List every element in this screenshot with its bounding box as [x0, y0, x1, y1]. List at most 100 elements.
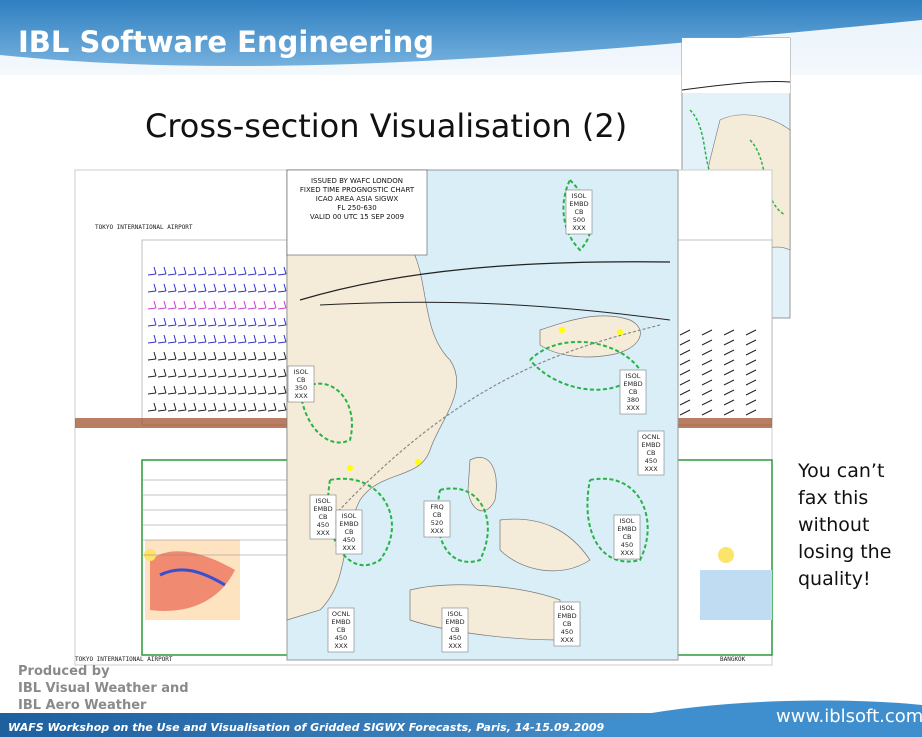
wind-barb — [701, 409, 713, 416]
wind-barb — [277, 385, 287, 395]
wind-barb — [237, 368, 247, 378]
cb-label: 450 — [561, 628, 573, 636]
wind-barb — [257, 351, 267, 361]
cb-label: 450 — [449, 634, 461, 642]
cb-label: XXX — [342, 544, 356, 552]
wind-barb — [157, 385, 167, 395]
wind-barb — [277, 283, 287, 293]
wind-barb — [679, 329, 691, 336]
cb-label: EMBD — [641, 441, 660, 449]
wind-barb — [207, 385, 217, 395]
route-origin: TOKYO INTERNATIONAL AIRPORT — [75, 656, 173, 663]
cb-label: ISOL — [572, 192, 587, 200]
wind-barb — [237, 351, 247, 361]
wind-barb — [187, 266, 197, 276]
wind-barb — [257, 368, 267, 378]
cb-label-box — [553, 601, 581, 647]
cb-label: CB — [629, 388, 638, 396]
wind-barb — [227, 266, 237, 276]
cb-label: EMBD — [617, 525, 636, 533]
cb-label: XXX — [626, 404, 640, 412]
wind-barb — [227, 300, 237, 310]
wind-barb — [177, 351, 187, 361]
cb-label-box — [565, 189, 593, 235]
cb-label: 380 — [627, 396, 639, 404]
cb-label: 450 — [645, 457, 657, 465]
wind-barb — [197, 334, 207, 344]
wind-barb — [157, 283, 167, 293]
wind-barb — [701, 399, 713, 406]
wind-barb — [237, 334, 247, 344]
wind-barb — [701, 389, 713, 396]
wind-barb — [177, 402, 187, 412]
wind-barb — [147, 283, 157, 293]
cb-label: ISOL — [316, 497, 331, 505]
wind-barb — [277, 334, 287, 344]
wind-barb — [197, 351, 207, 361]
cb-label: EMBD — [569, 200, 588, 208]
wind-barb — [257, 402, 267, 412]
cb-label: XXX — [430, 527, 444, 535]
cb-label-box — [619, 369, 647, 415]
side-note: losing the — [798, 541, 891, 563]
cb-label: ISOL — [560, 604, 575, 612]
wind-barb — [237, 300, 247, 310]
route-origin: TOKYO INTERNATIONAL AIRPORT — [95, 224, 193, 231]
cb-label: 450 — [335, 634, 347, 642]
wind-barb — [701, 349, 713, 356]
wind-barb — [157, 334, 167, 344]
wind-barb — [247, 385, 257, 395]
wind-barb — [167, 283, 177, 293]
wind-barb — [197, 300, 207, 310]
wind-barb — [187, 385, 197, 395]
wind-barb — [277, 300, 287, 310]
wind-barb — [197, 368, 207, 378]
cb-label-box — [287, 365, 315, 403]
cb-label: OCNL — [642, 433, 661, 441]
map-header: VALID 00 UTC 15 SEP 2009 — [310, 213, 404, 221]
wind-barb — [679, 379, 691, 386]
wind-barb — [267, 368, 277, 378]
wind-barb — [277, 317, 287, 327]
footer-swoosh — [560, 700, 922, 737]
wind-barb — [217, 385, 227, 395]
cb-label: XXX — [572, 224, 586, 232]
wind-barb — [227, 283, 237, 293]
wind-barb — [177, 283, 187, 293]
wind-barb — [157, 368, 167, 378]
wind-barb — [187, 334, 197, 344]
wind-barb — [679, 339, 691, 346]
slide-title: Cross-section Visualisation (2) — [145, 107, 627, 145]
credit: Produced by — [18, 664, 110, 679]
cb-label: ISOL — [626, 372, 641, 380]
wind-barb — [187, 402, 197, 412]
credit: IBL Aero Weather — [18, 698, 147, 713]
wind-barb — [723, 409, 735, 416]
wind-barb — [237, 283, 247, 293]
wind-barb — [187, 368, 197, 378]
wind-barb — [207, 334, 217, 344]
cb-label: XXX — [334, 642, 348, 650]
wind-barb — [217, 334, 227, 344]
wind-barb — [247, 283, 257, 293]
map-header: ICAO AREA ASIA SIGWX — [316, 195, 399, 203]
wind-barb — [197, 402, 207, 412]
wind-barb — [217, 266, 227, 276]
cb-label: EMBD — [339, 520, 358, 528]
wind-barb — [745, 339, 757, 346]
wind-barb — [167, 351, 177, 361]
wind-barb — [745, 329, 757, 336]
wind-barb — [157, 300, 167, 310]
cb-label: 350 — [295, 384, 307, 392]
wind-barb — [679, 349, 691, 356]
wind-barb — [187, 317, 197, 327]
wind-barb — [197, 283, 207, 293]
wind-barb — [679, 409, 691, 416]
cb-label: CB — [297, 376, 306, 384]
cb-label: XXX — [448, 642, 462, 650]
wind-barb — [257, 385, 267, 395]
wind-barb — [167, 334, 177, 344]
cb-label: 520 — [431, 519, 443, 527]
wind-barb — [177, 385, 187, 395]
